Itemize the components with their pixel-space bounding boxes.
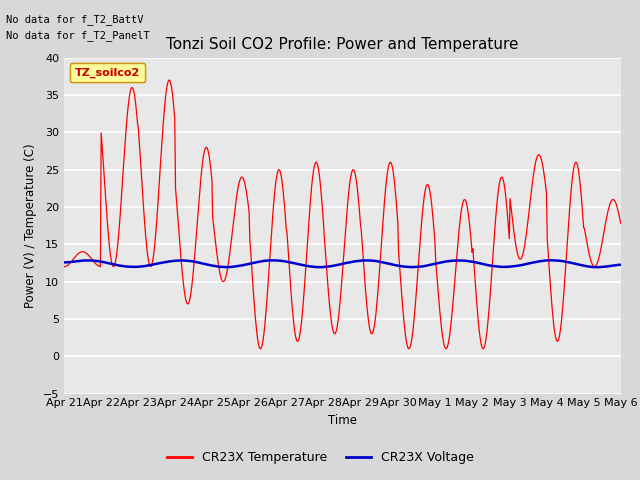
X-axis label: Time: Time bbox=[328, 414, 357, 427]
Title: Tonzi Soil CO2 Profile: Power and Temperature: Tonzi Soil CO2 Profile: Power and Temper… bbox=[166, 37, 518, 52]
Legend: TZ_soilco2: TZ_soilco2 bbox=[70, 63, 145, 82]
Y-axis label: Power (V) / Temperature (C): Power (V) / Temperature (C) bbox=[24, 144, 37, 308]
Text: No data for f_T2_PanelT: No data for f_T2_PanelT bbox=[6, 30, 150, 41]
Legend: CR23X Temperature, CR23X Voltage: CR23X Temperature, CR23X Voltage bbox=[161, 446, 479, 469]
Text: No data for f_T2_BattV: No data for f_T2_BattV bbox=[6, 13, 144, 24]
